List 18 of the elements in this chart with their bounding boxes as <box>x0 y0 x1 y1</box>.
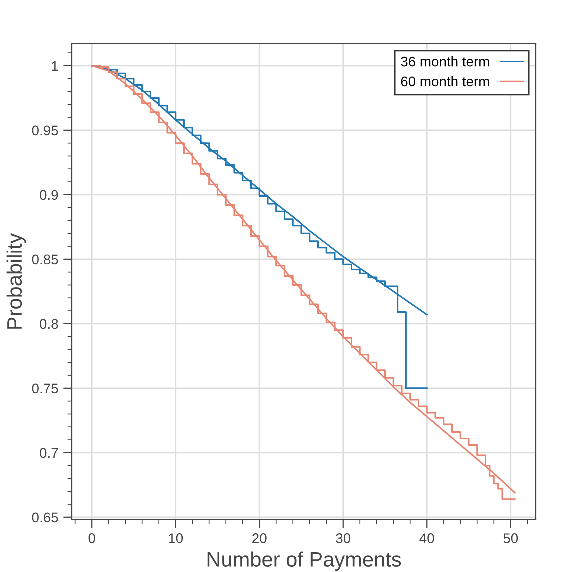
y-tick-label: 0.7 <box>40 448 58 458</box>
y-tick-label: 0.9 <box>40 190 58 200</box>
y-tick-label: 0.65 <box>32 512 58 523</box>
legend-label: 36 month term <box>401 56 490 67</box>
x-tick-label: 10 <box>169 534 184 544</box>
x-tick-label: 20 <box>252 534 267 544</box>
y-axis-title: Probability <box>6 233 26 329</box>
y-tick-label: 0.75 <box>32 384 58 394</box>
y-tick-label: 0.8 <box>40 319 58 330</box>
x-tick-label: 40 <box>420 534 434 544</box>
x-tick-label: 0 <box>88 534 96 544</box>
x-axis-title: Number of Payments <box>208 552 402 572</box>
y-tick-label: 0.85 <box>32 254 58 265</box>
legend-label: 60 month term <box>401 76 490 87</box>
x-tick-label: 50 <box>504 534 518 544</box>
x-tick-label: 30 <box>336 534 351 544</box>
y-tick-label: 0.95 <box>32 126 58 136</box>
y-tick-label: 1 <box>52 61 58 71</box>
